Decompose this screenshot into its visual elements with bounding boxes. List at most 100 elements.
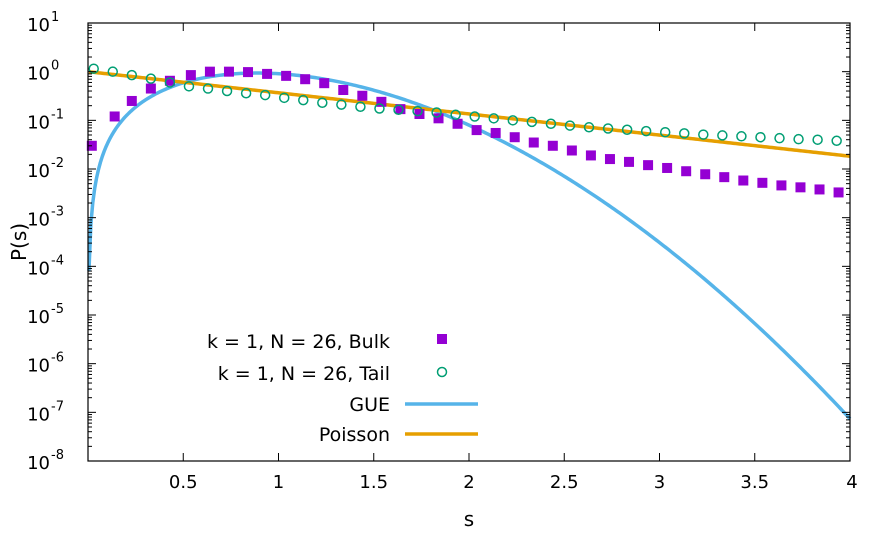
tail-point (602, 123, 614, 134)
bulk-point (471, 125, 482, 136)
tail-point (88, 63, 99, 74)
bulk-point (281, 70, 292, 81)
tail-point (240, 88, 252, 99)
bulk-point (164, 75, 175, 86)
bulk-point (126, 95, 137, 106)
tail-point (488, 113, 500, 124)
tail-point (583, 122, 595, 133)
y-tick-label-exp: -5 (51, 302, 64, 317)
tail-point (278, 92, 290, 104)
bulk-point (452, 118, 463, 129)
bulk-point (566, 145, 577, 156)
bulk-point (795, 182, 806, 193)
curve-gue (87, 71, 852, 420)
tail-point (564, 120, 576, 131)
y-tick-label-exp: -4 (51, 253, 64, 268)
tail-point (317, 97, 328, 108)
tail-point (507, 115, 519, 126)
bulk-point (109, 111, 120, 122)
bulk-point (338, 85, 349, 96)
tail-point (736, 131, 747, 142)
tail-point (621, 124, 633, 136)
y-tick-label: 10 -7 (27, 399, 64, 425)
y-tick-label: 10 1 (27, 10, 59, 36)
bulk-point (700, 169, 711, 180)
bulk-point (757, 177, 768, 188)
tail-point (469, 111, 480, 122)
y-tick-label-exp: 0 (51, 59, 59, 74)
bulk-point (490, 127, 501, 138)
bulk-point (509, 132, 520, 143)
x-tick-label: 2 (463, 472, 474, 493)
tail-point (831, 135, 842, 147)
tail-point (202, 83, 214, 94)
bulk-point (585, 150, 596, 161)
y-tick-label: 10 -4 (27, 253, 64, 279)
y-tick-label: 10 -6 (27, 351, 64, 377)
tail-point (679, 128, 690, 139)
bulk-point (433, 113, 444, 124)
y-tick-label-base: 10 (27, 210, 50, 231)
tail-point (640, 125, 652, 137)
tail-point (336, 99, 347, 110)
x-tick-label: 4 (846, 472, 857, 493)
y-tick-label-exp: -1 (51, 107, 64, 122)
bulk-point (528, 137, 539, 148)
bulk-point (738, 175, 749, 186)
bulk-point (776, 180, 787, 191)
bulk-point (395, 104, 406, 115)
tail-point (698, 129, 709, 140)
tail-point (126, 69, 138, 81)
legend-label-poisson: Poisson (319, 424, 390, 446)
x-tick-label: 3 (654, 472, 665, 493)
x-tick-label: 1 (273, 472, 284, 493)
bulk-point (223, 66, 234, 77)
legend-label-bulk: k = 1, N = 26, Bulk (207, 331, 390, 353)
curve-poisson (88, 70, 851, 158)
x-tick-label: 0.5 (169, 472, 198, 493)
y-tick-label: 10 -1 (27, 107, 64, 133)
x-tick-label: 3.5 (740, 472, 769, 493)
tail-point (374, 103, 385, 114)
ticks-layer (88, 22, 851, 462)
bulk-point (547, 140, 558, 151)
bulk-point (262, 68, 273, 79)
y-tick-label-exp: 1 (51, 10, 59, 25)
bulk-point (624, 156, 635, 167)
y-tick-label-exp: -2 (51, 156, 64, 171)
tail-point (221, 85, 233, 97)
tail-point (774, 132, 785, 144)
bulk-point (319, 78, 330, 89)
tail-point (355, 101, 366, 113)
bulk-point (357, 90, 368, 101)
tail-point (659, 126, 671, 138)
y-tick-label: 10 -8 (27, 448, 64, 474)
y-tick-label-base: 10 (27, 453, 50, 474)
bulk-point (643, 160, 654, 171)
tail-point (526, 116, 538, 128)
legend-label-tail: k = 1, N = 26, Tail (218, 363, 390, 385)
tail-point (793, 133, 804, 145)
bulk-point (204, 66, 215, 77)
bulk-point (833, 187, 844, 198)
y-tick-label-exp: -7 (51, 399, 64, 414)
y-tick-label: 10 -3 (27, 205, 64, 231)
y-tick-label: 10 -2 (27, 156, 64, 182)
tail-point (545, 118, 557, 130)
tail-point (145, 73, 157, 84)
tail-point (755, 131, 766, 143)
x-tick-labels: 0.5 1 1.5 2 2.5 3 3.5 4 (169, 472, 858, 493)
curves-layer (87, 70, 852, 420)
tail-point (431, 107, 442, 118)
y-axis-title: P(s) (7, 223, 31, 261)
y-tick-label-base: 10 (27, 258, 50, 279)
tail-point (393, 104, 404, 115)
bulk-point (662, 162, 673, 173)
bulk-point (185, 70, 196, 81)
y-tick-label-base: 10 (27, 307, 50, 328)
bulk-point (814, 184, 825, 195)
x-axis-title: s (464, 507, 474, 531)
y-tick-label-base: 10 (27, 404, 50, 425)
tail-point (717, 130, 728, 141)
